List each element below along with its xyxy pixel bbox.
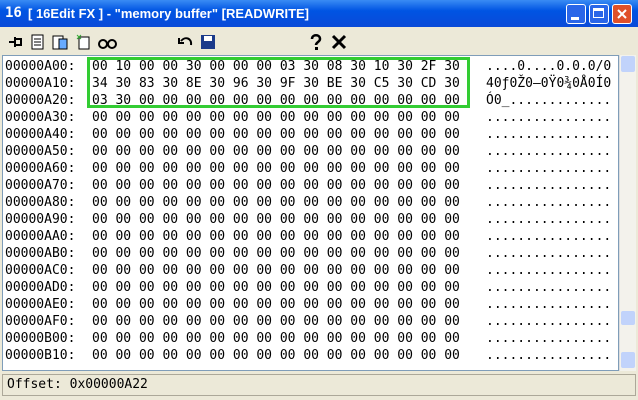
row-bytes: 00 00 00 00 00 00 00 00 00 00 00 00 00 0… <box>92 229 460 244</box>
row-address: 00000AE0: <box>5 297 76 312</box>
row-bytes: 00 00 00 00 00 00 00 00 00 00 00 00 00 0… <box>92 348 460 363</box>
app-icon: 16 <box>5 5 22 21</box>
offset-text: Offset: 0x00000A22 <box>7 377 148 392</box>
row-address: 00000A10: <box>5 76 76 91</box>
row-address: 00000A50: <box>5 144 76 159</box>
row-bytes: 34 30 83 30 8E 30 96 30 9F 30 BE 30 C5 3… <box>92 76 460 91</box>
maximize-button[interactable] <box>589 4 609 24</box>
undo-button[interactable] <box>177 33 195 51</box>
row-address: 00000AC0: <box>5 263 76 278</box>
row-address: 00000AF0: <box>5 314 76 329</box>
vertical-scrollbar[interactable] <box>619 55 636 371</box>
row-ascii: ....0....0.0.0/0 <box>486 59 612 74</box>
row-ascii: ................ <box>486 263 612 278</box>
window-title: [ 16Edit FX ] - "memory buffer" [READWRI… <box>28 6 310 21</box>
status-bar: Offset: 0x00000A22 <box>2 374 636 396</box>
row-bytes: 00 00 00 00 00 00 00 00 00 00 00 00 00 0… <box>92 246 460 261</box>
row-bytes: 00 00 00 00 00 00 00 00 00 00 00 00 00 0… <box>92 314 460 329</box>
row-ascii: ................ <box>486 297 612 312</box>
row-ascii: Ó0_............. <box>486 93 612 108</box>
row-bytes: 00 00 00 00 00 00 00 00 00 00 00 00 00 0… <box>92 280 460 295</box>
row-bytes: 00 00 00 00 00 00 00 00 00 00 00 00 00 0… <box>92 195 460 210</box>
selection-highlight <box>87 57 470 108</box>
row-address: 00000A00: <box>5 59 76 74</box>
row-address: 00000B10: <box>5 348 76 363</box>
row-bytes: 00 00 00 00 00 00 00 00 00 00 00 00 00 0… <box>92 127 460 142</box>
row-address: 00000A30: <box>5 110 76 125</box>
row-ascii: ................ <box>486 331 612 346</box>
row-address: 00000A90: <box>5 212 76 227</box>
row-ascii: ................ <box>486 178 612 193</box>
row-ascii: ................ <box>486 280 612 295</box>
row-bytes: 00 00 00 00 00 00 00 00 00 00 00 00 00 0… <box>92 144 460 159</box>
row-address: 00000A40: <box>5 127 76 142</box>
toolbar <box>3 30 635 54</box>
save-button[interactable] <box>199 33 217 51</box>
paste-button[interactable] <box>51 33 69 51</box>
row-bytes: 00 00 00 00 00 00 00 00 00 00 00 00 00 0… <box>92 161 460 176</box>
close-button[interactable] <box>612 4 632 24</box>
title-bar: 16 [ 16Edit FX ] - "memory buffer" [READ… <box>0 0 638 27</box>
open-button[interactable] <box>29 33 47 51</box>
row-ascii: ................ <box>486 127 612 142</box>
close-icon <box>617 9 627 19</box>
row-address: 00000AD0: <box>5 280 76 295</box>
row-address: 00000A20: <box>5 93 76 108</box>
row-address: 00000AA0: <box>5 229 76 244</box>
row-ascii: ................ <box>486 144 612 159</box>
row-ascii: 40ƒ0Ž0–0Ÿ0¾0Å0Í0 <box>486 76 612 91</box>
row-address: 00000A60: <box>5 161 76 176</box>
row-ascii: ................ <box>486 161 612 176</box>
row-bytes: 00 10 00 00 30 00 00 00 03 30 08 30 10 3… <box>92 59 460 74</box>
row-bytes: 00 00 00 00 00 00 00 00 00 00 00 00 00 0… <box>92 110 460 125</box>
row-address: 00000AB0: <box>5 246 76 261</box>
row-address: 00000A70: <box>5 178 76 193</box>
row-ascii: ................ <box>486 314 612 329</box>
find-button[interactable] <box>97 33 119 51</box>
row-ascii: ................ <box>486 212 612 227</box>
exit-button[interactable] <box>330 33 348 51</box>
row-ascii: ................ <box>486 110 612 125</box>
row-address: 00000A80: <box>5 195 76 210</box>
row-bytes: 00 00 00 00 00 00 00 00 00 00 00 00 00 0… <box>92 178 460 193</box>
row-address: 00000B00: <box>5 331 76 346</box>
row-ascii: ................ <box>486 348 612 363</box>
row-ascii: ................ <box>486 246 612 261</box>
pin-button[interactable] <box>7 33 25 51</box>
help-button[interactable] <box>307 33 325 51</box>
row-ascii: ................ <box>486 195 612 210</box>
minimize-button[interactable] <box>566 4 586 24</box>
row-bytes: 03 30 00 00 00 00 00 00 00 00 00 00 00 0… <box>92 93 460 108</box>
row-bytes: 00 00 00 00 00 00 00 00 00 00 00 00 00 0… <box>92 331 460 346</box>
row-bytes: 00 00 00 00 00 00 00 00 00 00 00 00 00 0… <box>92 297 460 312</box>
row-ascii: ................ <box>486 229 612 244</box>
row-bytes: 00 00 00 00 00 00 00 00 00 00 00 00 00 0… <box>92 263 460 278</box>
row-bytes: 00 00 00 00 00 00 00 00 00 00 00 00 00 0… <box>92 212 460 227</box>
new-button[interactable] <box>75 33 93 51</box>
